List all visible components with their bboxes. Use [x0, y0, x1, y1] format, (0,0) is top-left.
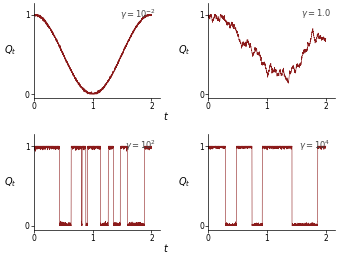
- Text: $Q_t$: $Q_t$: [178, 175, 191, 189]
- Text: $t$: $t$: [337, 242, 338, 254]
- Text: $Q_t$: $Q_t$: [178, 43, 191, 57]
- Text: $Q_t$: $Q_t$: [4, 43, 16, 57]
- Text: $t$: $t$: [163, 110, 169, 122]
- Text: $\gamma = 10^2$: $\gamma = 10^2$: [125, 139, 156, 154]
- Text: $\gamma = 1.0$: $\gamma = 1.0$: [301, 7, 331, 20]
- Text: $t$: $t$: [163, 242, 169, 254]
- Text: $Q_t$: $Q_t$: [4, 175, 16, 189]
- Text: $t$: $t$: [337, 110, 338, 122]
- Text: $\gamma = 10^{-2}$: $\gamma = 10^{-2}$: [120, 7, 156, 22]
- Text: $\gamma = 10^4$: $\gamma = 10^4$: [299, 139, 331, 154]
